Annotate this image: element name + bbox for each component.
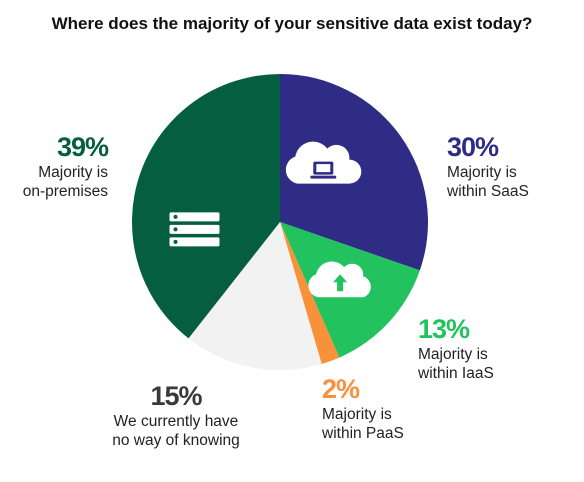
slice-label-saas-line1: Majority is	[447, 164, 517, 181]
pie-slice-unknown	[188, 222, 322, 370]
chart-title: Where does the majority of your sensitiv…	[51, 14, 533, 33]
slice-label-unknown-line2: no way of knowing	[112, 432, 240, 449]
cloud-laptop-icon	[285, 141, 362, 184]
slice-label-paas-line1: Majority is	[322, 406, 392, 423]
slice-label-paas: 2% Majority is within PaaS	[322, 373, 404, 443]
slice-label-on-premises-line2: on-premises	[22, 183, 108, 200]
pie-slice-on-premises	[131, 74, 280, 339]
slice-percent-on-premises: 39%	[56, 132, 109, 162]
slice-percent-paas: 2%	[322, 374, 360, 404]
slice-label-iaas: 13% Majority is within IaaS	[418, 313, 494, 383]
server-rack-icon	[169, 212, 220, 247]
slice-label-saas: 30% Majority is within SaaS	[447, 131, 529, 201]
cloud-upload-icon	[308, 261, 371, 298]
slice-percent-unknown: 15%	[150, 381, 202, 411]
pie-slice-paas	[280, 222, 340, 364]
slice-label-iaas-line2: within IaaS	[418, 365, 494, 382]
slice-label-iaas-line1: Majority is	[418, 346, 488, 363]
slice-percent-iaas: 13%	[418, 314, 470, 344]
slice-label-paas-line2: within PaaS	[322, 425, 404, 442]
slice-label-unknown: 15% We currently have no way of knowing	[96, 380, 256, 450]
slice-label-on-premises-line1: Majority is	[38, 164, 108, 181]
slice-label-on-premises: 39% Majority is on-premises	[4, 131, 109, 201]
slice-label-saas-line2: within SaaS	[447, 183, 529, 200]
slice-percent-saas: 30%	[447, 132, 499, 162]
slice-label-unknown-line1: We currently have	[113, 413, 239, 430]
